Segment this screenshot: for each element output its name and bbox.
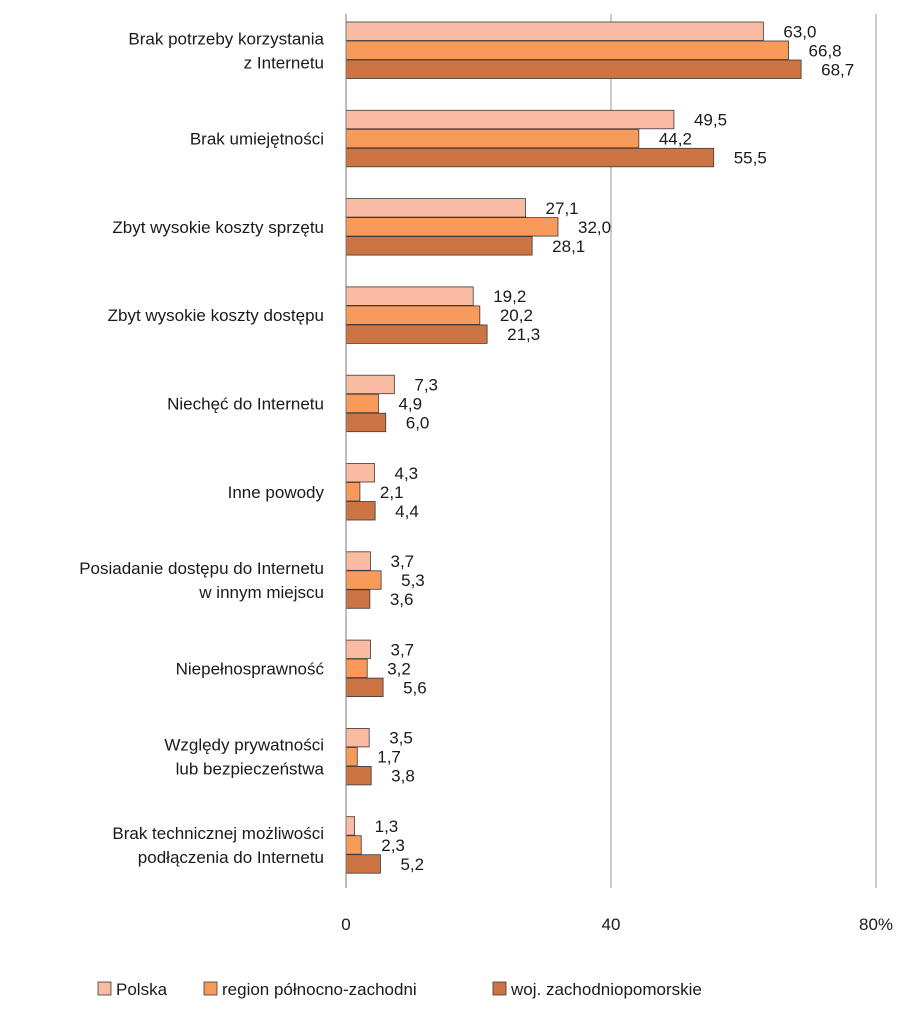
legend-label: Polska xyxy=(116,980,168,999)
value-label: 1,3 xyxy=(375,817,399,836)
bar xyxy=(345,639,371,659)
bar xyxy=(345,728,370,748)
value-label: 19,2 xyxy=(493,287,526,306)
category-label: Inne powody xyxy=(228,483,325,502)
value-label: 5,3 xyxy=(401,571,425,590)
legend-swatch xyxy=(492,981,507,996)
bar xyxy=(345,21,764,41)
value-label: 3,7 xyxy=(391,552,415,571)
value-label: 3,7 xyxy=(391,640,415,659)
value-label: 5,6 xyxy=(403,678,427,697)
bar xyxy=(345,393,379,414)
bar xyxy=(345,658,368,678)
category-label: z Internetu xyxy=(244,53,324,72)
category-label: Brak technicznej możliwości xyxy=(112,824,324,843)
value-label: 3,8 xyxy=(391,767,415,786)
legend-swatch xyxy=(203,981,218,996)
legend-label: woj. zachodniopomorskie xyxy=(510,980,702,999)
bar xyxy=(345,305,481,325)
value-label: 20,2 xyxy=(500,306,533,325)
bar xyxy=(345,463,375,483)
legend-swatch xyxy=(97,981,112,996)
bar xyxy=(345,482,361,502)
category-label: Niepełnosprawność xyxy=(176,659,325,678)
bar xyxy=(345,816,356,836)
bar xyxy=(345,835,362,855)
value-label: 21,3 xyxy=(507,325,540,344)
category-label: Niechęć do Internetu xyxy=(167,394,324,413)
bar xyxy=(345,217,559,237)
value-label: 3,5 xyxy=(389,729,413,748)
value-label: 4,4 xyxy=(395,502,419,521)
value-label: 3,2 xyxy=(387,659,411,678)
value-label: 49,5 xyxy=(694,111,727,130)
x-tick-label: 0 xyxy=(341,915,350,934)
category-label: podłączenia do Internetu xyxy=(138,848,324,867)
value-label: 55,5 xyxy=(734,149,767,168)
bar xyxy=(345,747,358,767)
bar xyxy=(345,286,474,306)
bar xyxy=(345,677,384,697)
bar xyxy=(345,109,675,130)
value-label: 66,8 xyxy=(809,41,842,60)
bar xyxy=(345,324,488,344)
value-label: 68,7 xyxy=(821,60,854,79)
value-label: 44,2 xyxy=(659,130,692,149)
value-label: 4,9 xyxy=(398,394,422,413)
category-label: Brak potrzeby korzystania xyxy=(128,29,324,48)
bar xyxy=(345,128,640,149)
bar xyxy=(345,374,395,395)
value-label: 28,1 xyxy=(552,237,585,256)
category-label: w innym miejscu xyxy=(198,583,324,602)
bar xyxy=(345,854,381,874)
bar xyxy=(345,501,376,521)
legend-label: region północno-zachodni xyxy=(222,980,417,999)
category-label: Zbyt wysokie koszty dostępu xyxy=(108,306,324,325)
bar xyxy=(345,198,526,218)
bar xyxy=(345,147,715,168)
bar xyxy=(345,589,371,609)
value-label: 3,6 xyxy=(390,590,414,609)
category-label: Względy prywatności xyxy=(164,736,324,755)
value-label: 1,7 xyxy=(377,748,401,767)
value-label: 7,3 xyxy=(414,375,438,394)
category-label: Zbyt wysokie koszty sprzętu xyxy=(112,218,324,237)
bar xyxy=(345,59,802,79)
value-label: 4,3 xyxy=(394,464,418,483)
value-label: 27,1 xyxy=(546,199,579,218)
bar xyxy=(345,236,533,256)
value-label: 5,2 xyxy=(400,855,424,874)
bar xyxy=(345,570,382,590)
bar xyxy=(345,551,371,571)
value-label: 6,0 xyxy=(406,413,430,432)
bar xyxy=(345,412,387,433)
value-label: 32,0 xyxy=(578,218,611,237)
value-label: 2,3 xyxy=(381,836,405,855)
bar xyxy=(345,40,789,60)
value-label: 2,1 xyxy=(380,483,404,502)
bar xyxy=(345,766,372,786)
category-label: lub bezpieczeństwa xyxy=(176,760,325,779)
x-tick-label: 80% xyxy=(859,915,893,934)
value-label: 63,0 xyxy=(783,22,816,41)
category-label: Posiadanie dostępu do Internetu xyxy=(79,559,324,578)
x-tick-label: 40 xyxy=(602,915,621,934)
category-label: Brak umiejętności xyxy=(190,130,324,149)
